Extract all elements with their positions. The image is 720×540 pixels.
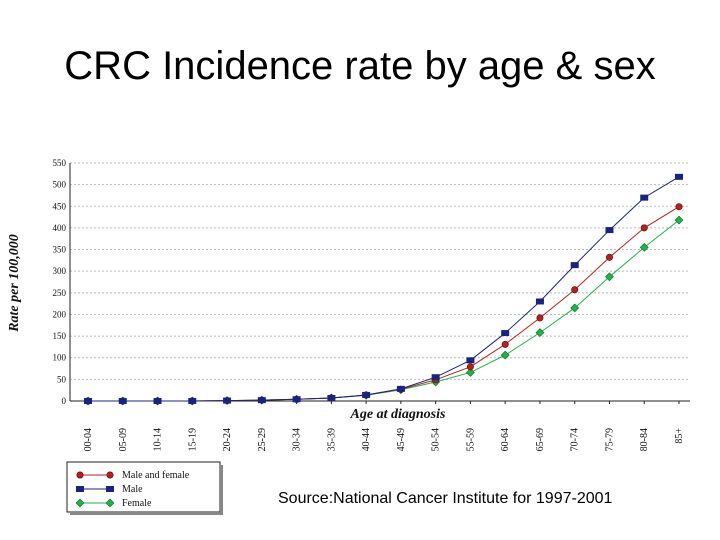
x-tick-label: 25-29 bbox=[257, 428, 268, 451]
legend-marker bbox=[75, 498, 85, 508]
legend-marker bbox=[76, 471, 84, 479]
legend: Male and female Male Female bbox=[66, 461, 223, 515]
x-tick-label: 00-04 bbox=[83, 428, 94, 451]
x-tick-label: 60-64 bbox=[500, 428, 511, 451]
tick-labels: 0 50 100 150 200 250 300 350 400 450 500 550 00-04 05… bbox=[53, 158, 686, 451]
data-point bbox=[466, 363, 474, 371]
y-tick-label: 450 bbox=[53, 201, 67, 211]
y-tick-label: 150 bbox=[53, 331, 67, 341]
x-tick-label: 75-79 bbox=[604, 428, 615, 451]
series-male bbox=[84, 173, 683, 404]
data-point bbox=[675, 203, 683, 211]
x-tick-label: 50-54 bbox=[431, 428, 442, 451]
y-axis-title: Rate per 100,000 bbox=[7, 234, 22, 333]
x-tick-label: 70-74 bbox=[570, 428, 581, 451]
data-point bbox=[431, 374, 440, 381]
y-tick-label: 200 bbox=[53, 309, 67, 319]
x-tick-label: 20-24 bbox=[222, 428, 233, 451]
y-tick-label: 400 bbox=[53, 223, 67, 233]
x-tick-label: 35-39 bbox=[326, 428, 337, 451]
data-point bbox=[605, 227, 614, 234]
legend-label: Male bbox=[122, 484, 143, 495]
slide-title: CRC Incidence rate by age & sex bbox=[64, 44, 656, 88]
data-point bbox=[327, 394, 336, 401]
data-point bbox=[500, 350, 510, 360]
legend-marker bbox=[106, 471, 114, 479]
data-point bbox=[640, 194, 649, 201]
series-male-and-female bbox=[84, 203, 683, 405]
legend-marker bbox=[76, 486, 84, 492]
data-point bbox=[118, 398, 127, 404]
data-point bbox=[362, 391, 371, 398]
legend-marker bbox=[106, 486, 114, 492]
data-point bbox=[466, 357, 475, 364]
legend-shadow bbox=[70, 512, 223, 515]
legend-shadow bbox=[220, 465, 223, 515]
legend-label: Female bbox=[122, 498, 152, 509]
data-point bbox=[188, 398, 197, 404]
data-point bbox=[674, 215, 684, 225]
y-tick-label: 500 bbox=[53, 180, 67, 190]
x-tick-label: 30-34 bbox=[292, 428, 303, 451]
data-point bbox=[501, 330, 510, 337]
data-point bbox=[640, 224, 648, 232]
series bbox=[83, 173, 684, 406]
data-point bbox=[257, 397, 266, 404]
data-point bbox=[396, 385, 405, 392]
data-point bbox=[639, 242, 649, 252]
x-tick-label: 65-69 bbox=[535, 428, 546, 451]
data-point bbox=[535, 328, 545, 338]
data-point bbox=[465, 368, 475, 377]
y-tick-label: 0 bbox=[62, 396, 67, 406]
x-tick-label: 55-59 bbox=[465, 428, 476, 451]
legend-label: Male and female bbox=[122, 470, 190, 481]
data-point bbox=[570, 262, 579, 269]
data-point bbox=[536, 314, 544, 322]
x-tick-label: 05-09 bbox=[118, 428, 129, 451]
data-point bbox=[292, 396, 301, 403]
y-tick-label: 50 bbox=[57, 374, 67, 384]
data-point bbox=[605, 253, 613, 261]
axes bbox=[69, 163, 690, 404]
x-tick-label: 85+ bbox=[674, 428, 685, 444]
y-tick-label: 300 bbox=[53, 266, 67, 276]
data-point bbox=[501, 340, 509, 348]
x-axis-title: Age at diagnosis bbox=[350, 407, 446, 422]
x-tick-label: 80-84 bbox=[639, 428, 650, 451]
data-point bbox=[223, 397, 232, 404]
source-note: Source:National Cancer Institute for 199… bbox=[278, 490, 613, 507]
y-tick-label: 250 bbox=[53, 288, 67, 298]
gridlines bbox=[70, 162, 690, 380]
x-tick-label: 15-19 bbox=[187, 428, 198, 451]
x-tick-label: 40-44 bbox=[361, 428, 372, 451]
series-female bbox=[83, 215, 684, 406]
y-tick-label: 100 bbox=[53, 353, 67, 363]
x-tick-label: 45-49 bbox=[396, 428, 407, 451]
y-tick-label: 350 bbox=[53, 245, 67, 255]
legend-marker bbox=[105, 498, 115, 508]
legend-box bbox=[66, 461, 221, 513]
data-point bbox=[571, 286, 579, 294]
series-line bbox=[88, 176, 680, 402]
data-point bbox=[84, 398, 92, 404]
data-point bbox=[675, 173, 683, 180]
series-line bbox=[88, 219, 680, 402]
data-point bbox=[605, 272, 614, 282]
data-point bbox=[153, 398, 162, 404]
series-line bbox=[88, 206, 680, 402]
data-point bbox=[570, 303, 580, 313]
data-point bbox=[535, 298, 544, 305]
y-tick-label: 550 bbox=[53, 158, 67, 168]
x-tick-label: 10-14 bbox=[153, 428, 164, 451]
